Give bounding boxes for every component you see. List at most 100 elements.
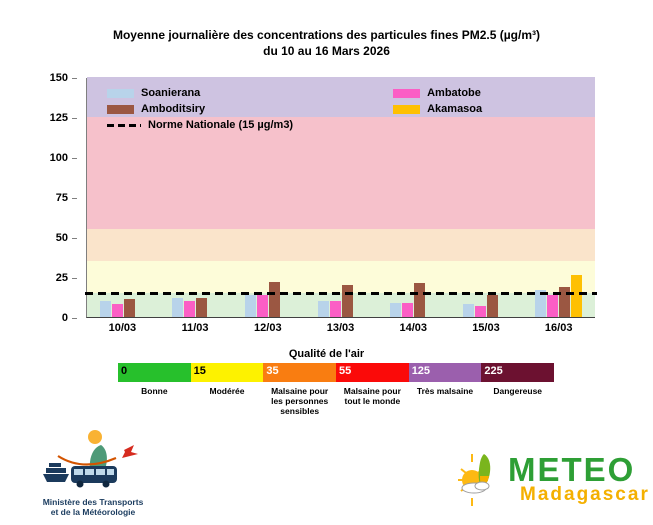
- bar-amboditsiry-11/03: [196, 297, 208, 317]
- x-tick-label-15/03: 15/03: [472, 322, 500, 334]
- y-tick-label: 0: [61, 312, 68, 324]
- y-tick-mark: [72, 118, 77, 119]
- x-axis-labels: 10/03 11/03 12/03 13/03 14/03 15/03 16/03: [86, 322, 595, 334]
- bar-akamasoa-16/03: [571, 275, 583, 317]
- chart-legend: Soanierana Amboditsiry Norme Nationale (15…: [107, 87, 482, 131]
- y-tick-label: 125: [49, 112, 68, 124]
- ministry-name: Ministère des Transports et de la Météor…: [18, 497, 168, 517]
- aq-category-label: Modérée: [209, 386, 245, 396]
- bars-layer: [87, 78, 595, 317]
- swoosh-icon: [57, 455, 117, 466]
- aq-category-label: Dangereuse: [493, 386, 543, 396]
- legend-label: Norme Nationale (15 µg/m3): [148, 119, 294, 131]
- bar-ambatobe-10/03: [111, 304, 123, 317]
- bar-group-10/03: [87, 78, 160, 317]
- y-tick-label: 25: [55, 272, 68, 284]
- aq-segment-55: 55: [336, 363, 409, 382]
- meteo-logo-line2: Madagascar: [520, 484, 650, 505]
- bus-icon: [71, 466, 117, 488]
- legend-swatch: [107, 88, 134, 98]
- bar-group-11/03: [160, 78, 233, 317]
- y-tick-mark: [72, 78, 77, 79]
- band-55-125: [87, 117, 595, 229]
- bar-soanierana-10/03: [99, 301, 111, 317]
- aq-category-label: Bonne: [141, 386, 168, 396]
- x-tick-label-14/03: 14/03: [399, 322, 427, 334]
- sun-icon: [88, 430, 102, 444]
- aq-segment-225: 225: [481, 363, 555, 382]
- bar-ambatobe-16/03: [547, 294, 559, 317]
- bar-soanierana-12/03: [244, 294, 256, 317]
- ship-icon: [43, 463, 69, 482]
- y-axis: 0 25 50 75 100 125 150: [30, 72, 80, 324]
- aq-threshold-label: 225: [484, 365, 503, 377]
- y-tick-label: 150: [49, 72, 68, 84]
- aq-segment-125: 125: [408, 363, 482, 382]
- legend-swatch: [393, 88, 421, 98]
- bar-ambatobe-15/03: [474, 305, 486, 317]
- bar-group-16/03: [522, 78, 595, 317]
- meteo-logo-line1: METEO: [508, 451, 636, 488]
- norm-line-swatch: [107, 123, 141, 127]
- y-tick-mark: [72, 318, 77, 319]
- bar-amboditsiry-10/03: [123, 299, 135, 317]
- bar-group-14/03: [377, 78, 450, 317]
- bar-group-12/03: [232, 78, 305, 317]
- bar-amboditsiry-15/03: [486, 294, 498, 317]
- x-tick-label-11/03: 11/03: [181, 322, 209, 334]
- bar-soanierana-13/03: [317, 301, 329, 317]
- bar-ambatobe-14/03: [402, 302, 414, 317]
- x-tick-label-12/03: 12/03: [254, 322, 282, 334]
- band-35-55: [87, 229, 595, 261]
- bar-soanierana-14/03: [390, 302, 402, 317]
- meteo-logo-icon: [458, 454, 491, 506]
- band-0-15: [87, 293, 595, 317]
- aq-threshold-label: 125: [411, 365, 431, 377]
- bar-amboditsiry-13/03: [341, 285, 353, 317]
- y-tick-mark: [72, 158, 77, 159]
- ministry-logo: Ministère des Transports et de la Météor…: [18, 428, 168, 517]
- legend-column-1: Soanierana Amboditsiry Norme Nationale (15…: [107, 87, 293, 131]
- legend-label: Akamasoa: [427, 103, 483, 115]
- bar-amboditsiry-16/03: [559, 286, 571, 317]
- y-tick-mark: [72, 278, 77, 279]
- y-tick-mark: [72, 198, 77, 199]
- bar-ambatobe-13/03: [329, 301, 341, 317]
- aq-category-label: Malsaine pour les personnes sensibles: [271, 386, 329, 416]
- bar-soanierana-11/03: [172, 297, 184, 317]
- meteo-logo-text: METEO Madagascar: [508, 451, 650, 505]
- air-quality-title: Qualité de l'air: [288, 348, 365, 360]
- legend-column-2: Ambatobe Akamasoa: [393, 87, 482, 131]
- bar-ambatobe-11/03: [184, 301, 196, 317]
- national-norm-line: [85, 291, 597, 295]
- airplane-icon: [122, 445, 138, 458]
- aq-segment-15: 15: [190, 363, 264, 382]
- aq-threshold-label: 55: [339, 365, 352, 377]
- legend-item-amboditsiry: Amboditsiry: [107, 103, 293, 115]
- ministry-name-line1: Ministère des Transports: [42, 497, 144, 507]
- air-quality-scale-bar: 0 15 35 55 125 225: [118, 363, 555, 382]
- bar-soanierana-16/03: [535, 289, 547, 317]
- legend-swatch: [393, 104, 421, 114]
- air-quality-scale-labels: Bonne Modérée Malsaine pour les personnes …: [118, 386, 554, 416]
- aq-threshold-label: 0: [121, 365, 128, 377]
- legend-label: Ambatobe: [427, 87, 481, 99]
- chart-title-line2: du 10 au 16 Mars 2026: [263, 44, 390, 58]
- aq-threshold-label: 15: [193, 365, 206, 377]
- aq-segment-0: 0: [118, 363, 191, 382]
- legend-item-norme-nationale-15-g-m3-: Norme Nationale (15 µg/m3): [107, 119, 293, 131]
- bar-ambatobe-12/03: [256, 294, 268, 317]
- legend-label: Soanierana: [141, 87, 201, 99]
- ministry-name-line2: et de la Météorologie: [50, 507, 136, 517]
- ministry-logo-icon: [43, 430, 138, 488]
- legend-item-akamasoa: Akamasoa: [393, 103, 482, 115]
- aq-category-label: Malsaine pour tout le monde: [343, 386, 401, 406]
- bar-amboditsiry-14/03: [414, 283, 426, 317]
- bar-soanierana-15/03: [462, 304, 474, 317]
- legend-swatch: [107, 104, 134, 114]
- bar-group-13/03: [305, 78, 378, 317]
- band-15-35: [87, 261, 595, 293]
- y-tick-label: 50: [55, 232, 68, 244]
- plot-area: Soanierana Amboditsiry Norme Nationale (15…: [85, 77, 597, 318]
